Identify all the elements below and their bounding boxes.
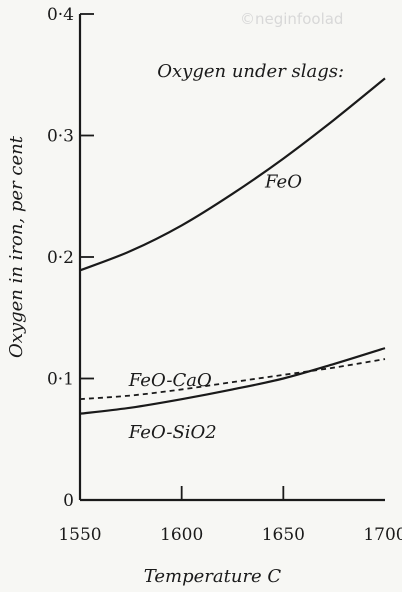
annotation-label: FeO-CaO [128, 370, 212, 391]
y-tick-label: 0 [63, 491, 74, 511]
y-tick-label: 0·3 [47, 127, 74, 147]
watermark: ©neginfoolad [240, 10, 343, 28]
x-axis-title: Temperature C [144, 566, 282, 587]
y-tick-label: 0·2 [47, 248, 74, 268]
annotation-label: Oxygen under slags: [157, 61, 344, 82]
series-line-feo-cao [79, 358, 386, 401]
x-tick-label: 1650 [262, 525, 305, 545]
labels: 0 0·1 0·2 0·3 0·4 1550 1600 1650 1700 Temperature… [6, 5, 402, 587]
y-tick-label: 0·1 [47, 370, 74, 390]
y-tick-label: 0·4 [47, 5, 74, 25]
annotation-label: FeO [264, 172, 302, 193]
annotation-label: FeO-SiO2 [128, 422, 217, 443]
series-line-feo [79, 77, 386, 272]
axes [78, 13, 385, 502]
series-line-feo-sio2 [79, 347, 386, 415]
y-axis-title: Oxygen in iron, per cent [6, 135, 27, 358]
x-tick-label: 1600 [160, 525, 203, 545]
x-tick-label: 1550 [58, 525, 101, 545]
series-lines [79, 77, 386, 415]
x-tick-label: 1700 [363, 525, 402, 545]
